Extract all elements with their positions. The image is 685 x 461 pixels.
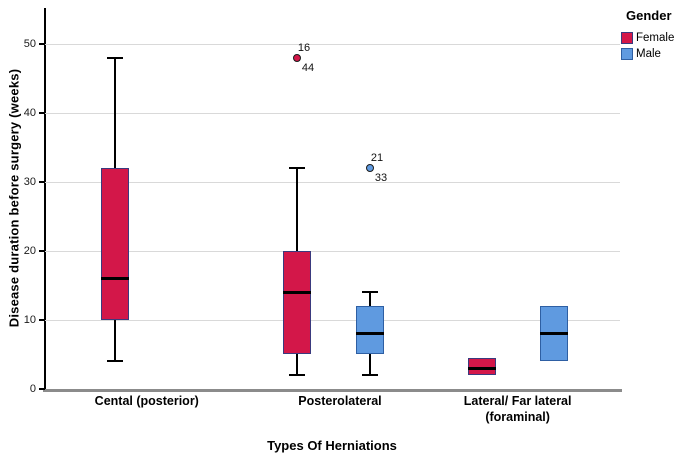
legend-item: Male <box>621 48 685 60</box>
y-tick-mark <box>39 388 45 390</box>
gridline <box>45 181 620 183</box>
legend-label: Male <box>636 48 661 60</box>
whisker-cap <box>361 291 378 294</box>
y-tick-label: 20 <box>23 244 36 257</box>
y-tick-mark <box>39 318 45 321</box>
median-line <box>355 332 384 336</box>
whisker <box>114 57 117 169</box>
whisker-cap <box>107 56 124 59</box>
median-line <box>101 277 130 281</box>
whisker-cap <box>107 360 124 363</box>
y-tick-mark <box>39 111 45 114</box>
male-swatch-icon <box>621 48 633 60</box>
whisker-cap <box>288 374 305 377</box>
female-swatch-icon <box>621 32 633 44</box>
gridline <box>45 43 620 45</box>
y-tick-label: 10 <box>23 313 36 326</box>
y-tick-label: 0 <box>29 383 36 395</box>
outlier-label: 16 <box>297 41 311 54</box>
plot-area: 16 44 21 33 <box>45 8 620 389</box>
x-category-label: Posterolateral <box>298 394 382 408</box>
x-category-label: Cental (posterior) <box>94 394 199 408</box>
y-tick-mark <box>39 42 45 45</box>
x-axis-line <box>43 389 622 392</box>
box <box>468 357 496 376</box>
median-line <box>468 366 496 370</box>
median-line <box>282 290 311 294</box>
outlier-dot <box>292 53 301 62</box>
box <box>101 168 130 320</box>
y-axis-line <box>44 8 46 391</box>
outlier-label: 44 <box>301 61 315 74</box>
whisker <box>114 319 117 362</box>
y-tick-label: 50 <box>23 37 36 50</box>
legend: Gender Female Male <box>621 8 685 64</box>
whisker <box>368 354 371 376</box>
legend-item: Female <box>621 32 685 44</box>
x-category-label: Lateral/ Far lateral (foraminal) <box>463 394 572 424</box>
y-tick-label: 40 <box>23 106 36 119</box>
median-line <box>539 332 568 336</box>
gridline <box>45 319 620 321</box>
y-tick-mark <box>39 180 45 183</box>
whisker <box>295 168 298 251</box>
y-tick-mark <box>39 249 45 252</box>
x-axis-title: Types Of Herniations <box>267 438 397 453</box>
gridline <box>45 112 620 114</box>
outlier-label: 33 <box>374 172 388 185</box>
y-tick-label: 30 <box>23 175 36 188</box>
gridline <box>45 250 620 252</box>
whisker-cap <box>288 167 305 170</box>
legend-items: Female Male <box>621 32 685 60</box>
outlier-dot <box>365 164 374 173</box>
legend-label: Female <box>636 32 675 44</box>
whisker <box>295 354 298 376</box>
legend-title: Gender <box>626 8 672 23</box>
box <box>355 306 384 355</box>
whisker <box>368 292 371 307</box>
outlier-label: 21 <box>370 152 384 165</box>
box <box>282 250 311 355</box>
whisker-cap <box>361 374 378 377</box>
